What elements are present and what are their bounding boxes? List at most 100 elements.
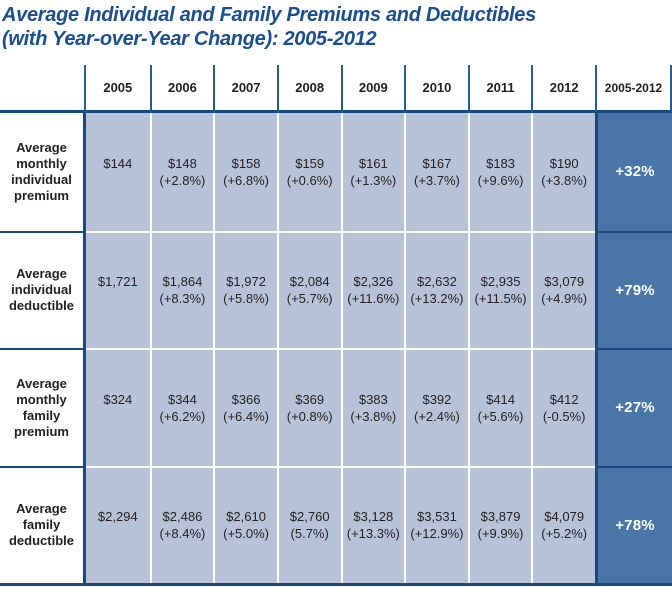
column-header-2009: 2009	[340, 65, 405, 113]
data-cell: $324	[86, 348, 150, 466]
data-cell: $159 (+0.6%)	[276, 113, 341, 231]
total-change-cell: +79%	[595, 230, 672, 348]
cell-value: $2,084	[289, 274, 330, 290]
cell-change: (+13.3%)	[346, 526, 400, 542]
cell-value: $1,972	[226, 274, 266, 290]
data-cell: $167 (+3.7%)	[404, 113, 468, 231]
data-cell: $3,879 (+9.9%)	[467, 465, 532, 583]
cell-change: (+5.8%)	[223, 291, 269, 307]
cell-value: $4,079	[544, 509, 585, 525]
data-cell: $158 (+6.8%)	[213, 113, 277, 231]
cell-change: (+12.9%)	[410, 526, 464, 542]
cell-value: $344	[167, 391, 197, 407]
column-header-2008: 2008	[276, 65, 341, 113]
cell-value: $159	[295, 155, 325, 171]
data-cell: $1,972 (+5.8%)	[213, 230, 277, 348]
total-change-cell: +32%	[595, 113, 672, 231]
cell-change: (5.7%)	[290, 526, 329, 542]
cell-change: (+5.2%)	[541, 526, 588, 542]
cell-value: $3,879	[480, 509, 521, 525]
cell-value: $1,864	[162, 274, 203, 290]
cell-value: $2,760	[289, 509, 330, 525]
data-cell: $2,326 (+11.6%)	[340, 230, 405, 348]
data-cell: $190 (+3.8%)	[531, 113, 595, 231]
cell-value: $167	[422, 155, 452, 171]
column-header-2006: 2006	[149, 65, 214, 113]
data-cell: $1,721	[86, 230, 150, 348]
cell-value: $383	[358, 391, 388, 407]
cell-value: $190	[549, 155, 579, 171]
column-header-2007: 2007	[213, 65, 277, 113]
cell-change: (+6.4%)	[223, 408, 269, 424]
cell-change: (+0.6%)	[286, 172, 333, 188]
cell-change: (+9.9%)	[477, 526, 524, 542]
cell-value: $392	[422, 391, 452, 407]
cell-change: (+2.4%)	[413, 408, 460, 424]
column-header-2011: 2011	[467, 65, 532, 113]
column-header-2005-2012: 2005-2012	[595, 65, 672, 113]
cell-change: (+6.8%)	[223, 172, 269, 188]
data-cell: $1,864 (+8.3%)	[149, 230, 214, 348]
cell-value: $148	[167, 155, 197, 171]
page-title: Average Individual and Family Premiums a…	[0, 0, 672, 51]
cell-value: $3,128	[353, 509, 394, 525]
cell-change: (-0.5%)	[542, 408, 586, 424]
cell-change: (+8.3%)	[159, 291, 206, 307]
cell-value: $1,721	[97, 274, 138, 290]
cell-value: $2,294	[97, 509, 138, 525]
cell-value: $161	[358, 155, 388, 171]
data-cell: $369 (+0.8%)	[276, 348, 341, 466]
data-cell: $2,084 (+5.7%)	[276, 230, 341, 348]
cell-change: (+3.7%)	[413, 172, 460, 188]
data-cell: $412 (-0.5%)	[531, 348, 595, 466]
cell-change: (+3.8%)	[350, 408, 397, 424]
row-label-family-deductible: Average family deductible	[0, 465, 86, 583]
data-cell: $344 (+6.2%)	[149, 348, 214, 466]
total-change-cell: +78%	[595, 465, 672, 583]
data-cell: $4,079 (+5.2%)	[531, 465, 595, 583]
data-cell: $366 (+6.4%)	[213, 348, 277, 466]
cell-value: $183	[486, 155, 516, 171]
data-cell: $414 (+5.6%)	[467, 348, 532, 466]
data-cell: $2,486 (+8.4%)	[149, 465, 214, 583]
cell-change: (+0.8%)	[286, 408, 333, 424]
cell-value: $3,531	[417, 509, 457, 525]
cell-value: $2,486	[162, 509, 203, 525]
cell-value: $2,326	[353, 274, 394, 290]
data-cell: $144	[86, 113, 150, 231]
cell-value: $2,632	[417, 274, 457, 290]
cell-change: (+11.5%)	[474, 291, 527, 307]
cell-value: $369	[295, 391, 325, 407]
data-cell: $392 (+2.4%)	[404, 348, 468, 466]
cell-value: $3,079	[544, 274, 585, 290]
data-cell: $183 (+9.6%)	[467, 113, 532, 231]
cell-change: (+9.6%)	[477, 172, 524, 188]
cell-change: (+2.8%)	[159, 172, 206, 188]
data-cell: $2,294	[86, 465, 150, 583]
corner-cell	[0, 65, 86, 113]
cell-change: (+5.7%)	[286, 291, 333, 307]
row-label-family-premium: Average monthly family premium	[0, 348, 86, 466]
data-cell: $161 (+1.3%)	[340, 113, 405, 231]
title-line-1: Average Individual and Family Premiums a…	[2, 4, 536, 26]
cell-change: (+5.0%)	[223, 526, 269, 542]
data-cell: $2,632 (+13.2%)	[404, 230, 468, 348]
cell-value: $144	[103, 155, 133, 171]
title-line-2: (with Year-over-Year Change): 2005-2012	[2, 28, 377, 50]
cell-value: $158	[231, 155, 261, 171]
cell-change: (+4.9%)	[541, 291, 588, 307]
total-change-cell: +27%	[595, 348, 672, 466]
column-header-2005: 2005	[86, 65, 150, 113]
cell-change: (+3.8%)	[541, 172, 588, 188]
cell-value: $366	[231, 391, 261, 407]
column-header-2010: 2010	[404, 65, 468, 113]
data-cell: $148 (+2.8%)	[149, 113, 214, 231]
cell-change: (+11.6%)	[347, 291, 400, 307]
data-cell: $3,531 (+12.9%)	[404, 465, 468, 583]
cell-value: $412	[549, 391, 579, 407]
cell-change: (+5.6%)	[477, 408, 524, 424]
cell-value: $2,935	[480, 274, 521, 290]
cell-value: $2,610	[226, 509, 266, 525]
cell-change: (+6.2%)	[159, 408, 206, 424]
